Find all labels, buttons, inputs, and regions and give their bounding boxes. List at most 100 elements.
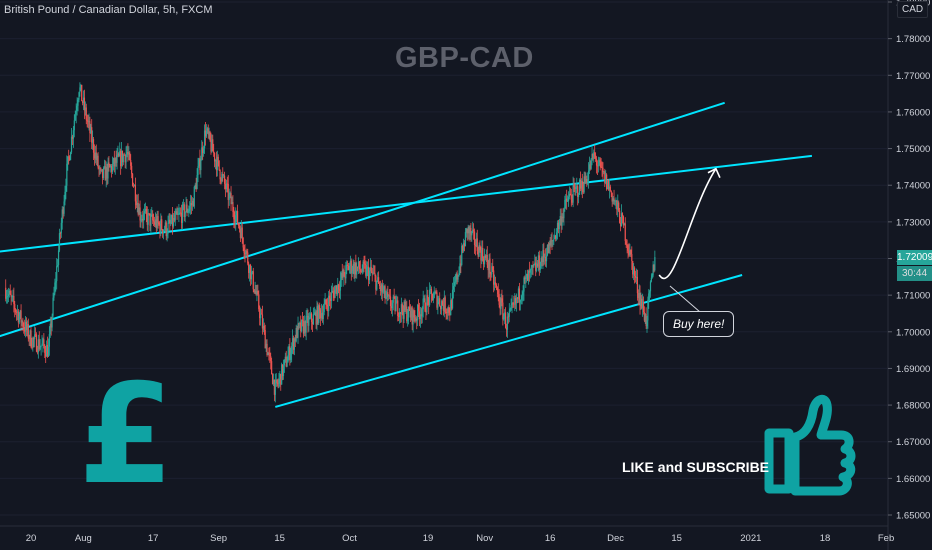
candle-body bbox=[574, 187, 576, 189]
candle-body bbox=[501, 298, 503, 303]
candle-body bbox=[540, 257, 542, 269]
candle-body bbox=[582, 190, 584, 193]
candle-body bbox=[6, 296, 9, 298]
candle-body bbox=[181, 204, 184, 223]
candle-body bbox=[361, 271, 363, 273]
candle-body bbox=[173, 218, 175, 221]
candle-body bbox=[416, 318, 418, 321]
candle-body bbox=[418, 311, 421, 320]
candle-body bbox=[147, 213, 149, 225]
candle-body bbox=[443, 297, 445, 311]
candle-body bbox=[135, 201, 137, 206]
candle-body bbox=[132, 185, 135, 187]
candle-body bbox=[383, 286, 385, 291]
candle-body bbox=[301, 319, 303, 332]
candle-body bbox=[642, 301, 644, 309]
candle-body bbox=[329, 295, 331, 299]
candle-body bbox=[577, 186, 579, 198]
time-tick-label: 15 bbox=[274, 533, 285, 544]
candle-body bbox=[615, 200, 617, 202]
candle-body bbox=[50, 323, 52, 328]
candle-body bbox=[22, 321, 24, 328]
candle-body bbox=[206, 128, 208, 131]
candle-body bbox=[378, 277, 380, 284]
candle-body bbox=[388, 295, 390, 297]
candle-body bbox=[205, 130, 208, 137]
candle-body bbox=[115, 158, 117, 163]
candle-body bbox=[72, 130, 74, 139]
candle-body bbox=[70, 136, 73, 153]
price-tick-label: 1.77000 bbox=[896, 71, 930, 82]
candle-body bbox=[281, 364, 283, 385]
price-tick-label: 1.78000 bbox=[896, 34, 930, 45]
candle-body bbox=[465, 228, 467, 233]
callout-pointer bbox=[669, 285, 701, 313]
candle-body bbox=[317, 306, 319, 323]
candle-body bbox=[493, 282, 496, 285]
candle-body bbox=[38, 339, 40, 350]
candle-body bbox=[389, 296, 392, 307]
candle-body bbox=[330, 292, 333, 301]
candle-body bbox=[119, 151, 121, 157]
candle-body bbox=[171, 214, 173, 224]
candle-body bbox=[213, 151, 215, 153]
candle-body bbox=[212, 139, 214, 152]
candle-body bbox=[233, 211, 235, 220]
candle-body bbox=[410, 307, 412, 318]
candle-body bbox=[634, 275, 637, 278]
candle-body bbox=[555, 235, 557, 239]
candle-body bbox=[624, 223, 626, 242]
candle-body bbox=[640, 298, 642, 307]
candle-body bbox=[629, 249, 631, 255]
candle-body bbox=[131, 173, 134, 186]
candle-body bbox=[252, 271, 254, 290]
candle-body bbox=[102, 169, 104, 178]
candle-body bbox=[141, 218, 143, 220]
candle-body bbox=[125, 153, 127, 163]
candle-body bbox=[359, 269, 361, 271]
candle-body bbox=[426, 295, 428, 313]
candle-body bbox=[506, 316, 509, 330]
candle-body bbox=[271, 361, 273, 375]
candle-body bbox=[479, 245, 481, 251]
candle-body bbox=[277, 383, 279, 385]
candle-body bbox=[630, 249, 632, 255]
candle-body bbox=[148, 213, 150, 215]
candle-body bbox=[293, 338, 295, 350]
candle-body bbox=[469, 227, 471, 234]
candle-body bbox=[541, 257, 543, 263]
candle-body bbox=[169, 219, 171, 224]
candle-body bbox=[516, 297, 518, 304]
candle-body bbox=[570, 195, 572, 200]
candle-body bbox=[522, 291, 524, 296]
candle-body bbox=[24, 321, 27, 332]
time-tick-label: Nov bbox=[476, 533, 493, 544]
currency-label[interactable]: CAD bbox=[897, 1, 929, 18]
candle-body bbox=[225, 183, 228, 190]
candle-body bbox=[336, 285, 338, 295]
candle-body bbox=[179, 212, 181, 214]
candle-body bbox=[653, 264, 655, 271]
candles bbox=[5, 82, 656, 403]
candle-body bbox=[45, 352, 47, 357]
candle-body bbox=[207, 128, 209, 135]
candle-body bbox=[275, 379, 277, 382]
candle-body bbox=[351, 271, 353, 274]
candle-body bbox=[360, 270, 362, 272]
candle-body bbox=[202, 147, 204, 154]
candle-body bbox=[208, 131, 210, 135]
candle-body bbox=[649, 291, 651, 294]
candle-body bbox=[316, 306, 318, 325]
grid bbox=[0, 1, 888, 516]
price-tick-label: 1.67000 bbox=[896, 437, 930, 448]
candle-body bbox=[82, 101, 84, 104]
candle-body bbox=[28, 338, 30, 340]
candle-body bbox=[151, 214, 153, 216]
candle-body bbox=[566, 198, 568, 202]
candle-body bbox=[437, 301, 439, 308]
candle-body bbox=[584, 176, 586, 184]
candle-body bbox=[278, 378, 280, 384]
candle-body bbox=[200, 160, 202, 171]
candle-body bbox=[81, 84, 83, 102]
